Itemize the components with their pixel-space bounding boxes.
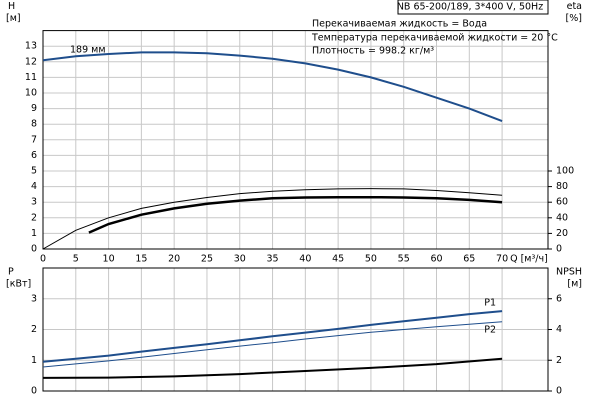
plot-frame <box>42 30 549 250</box>
x-tick-label: 65 <box>463 254 475 265</box>
annotation: Температура перекачиваемой жидкости = 20… <box>311 33 558 44</box>
y2-tick-label: 40 <box>556 212 568 223</box>
plot-frame <box>42 267 549 392</box>
y-tick-label: 0 <box>31 386 37 397</box>
y2-tick-label: 2 <box>556 355 562 366</box>
x-tick-label: 20 <box>168 254 180 265</box>
y-tick-label: 1 <box>31 355 37 366</box>
y2-axis-unit: [%] <box>566 13 582 24</box>
y-tick-label: 10 <box>25 88 37 99</box>
x-tick-label: 30 <box>234 254 246 265</box>
y2-tick-label: 20 <box>556 228 568 239</box>
y2-axis-label: NPSH <box>556 267 582 278</box>
y2-tick-label: 0 <box>556 386 562 397</box>
y-tick-label: 1 <box>31 228 37 239</box>
y2-tick-label: 80 <box>556 181 568 192</box>
curve <box>88 195 503 234</box>
title-box <box>397 0 549 15</box>
x-tick-label: 55 <box>398 254 410 265</box>
x-axis-label: Q [м³/ч] <box>510 254 548 265</box>
y-axis-unit: [м] <box>6 13 21 24</box>
y-tick-label: 2 <box>31 212 37 223</box>
x-tick-label: 0 <box>40 254 46 265</box>
y2-tick-label: 60 <box>556 197 568 208</box>
y-tick-label: 0 <box>31 244 37 255</box>
y-tick-label: 3 <box>31 197 37 208</box>
annotation: Перекачиваемая жидкость = Вода <box>312 19 487 30</box>
curve <box>42 51 503 123</box>
y2-tick-label: 4 <box>556 324 562 335</box>
y-tick-label: 5 <box>31 166 37 177</box>
y-axis-label: H <box>8 1 15 12</box>
y-tick-label: 13 <box>25 41 37 52</box>
x-tick-label: 45 <box>332 254 344 265</box>
series-label: P2 <box>484 324 496 335</box>
y-tick-label: 6 <box>31 150 37 161</box>
x-tick-label: 5 <box>73 254 79 265</box>
y-tick-label: 4 <box>31 181 37 192</box>
y-tick-label: 9 <box>31 103 37 114</box>
series-label: P1 <box>484 298 496 309</box>
curve <box>42 321 503 368</box>
annotation: 189 мм <box>70 45 106 56</box>
x-tick-label: 40 <box>299 254 311 265</box>
x-tick-label: 60 <box>430 254 442 265</box>
y-tick-label: 8 <box>31 119 37 130</box>
y-tick-label: 11 <box>25 72 37 83</box>
curve <box>42 357 503 379</box>
x-tick-label: 50 <box>365 254 377 265</box>
y-tick-label: 3 <box>31 293 37 304</box>
annotation: NB 65-200/189, 3*400 V, 50Hz <box>397 2 543 13</box>
y-tick-label: 7 <box>31 134 37 145</box>
curve <box>42 310 503 363</box>
y-tick-label: 2 <box>31 324 37 335</box>
x-tick-label: 35 <box>266 254 278 265</box>
y2-tick-label: 100 <box>556 166 574 177</box>
y-axis-label: P <box>8 267 14 278</box>
y-tick-label: 12 <box>25 56 37 67</box>
x-tick-label: 10 <box>103 254 115 265</box>
y2-axis-unit: [м] <box>567 279 582 290</box>
x-tick-label: 70 <box>496 254 508 265</box>
x-tick-label: 25 <box>201 254 213 265</box>
x-tick-label: 15 <box>135 254 147 265</box>
y2-axis-label: eta <box>567 1 582 12</box>
annotation: Плотность = 998.2 кг/м³ <box>312 46 434 57</box>
y-axis-unit: [кВт] <box>6 279 31 290</box>
y2-tick-label: 0 <box>556 244 562 255</box>
y2-tick-label: 6 <box>556 293 562 304</box>
curve <box>42 188 503 250</box>
